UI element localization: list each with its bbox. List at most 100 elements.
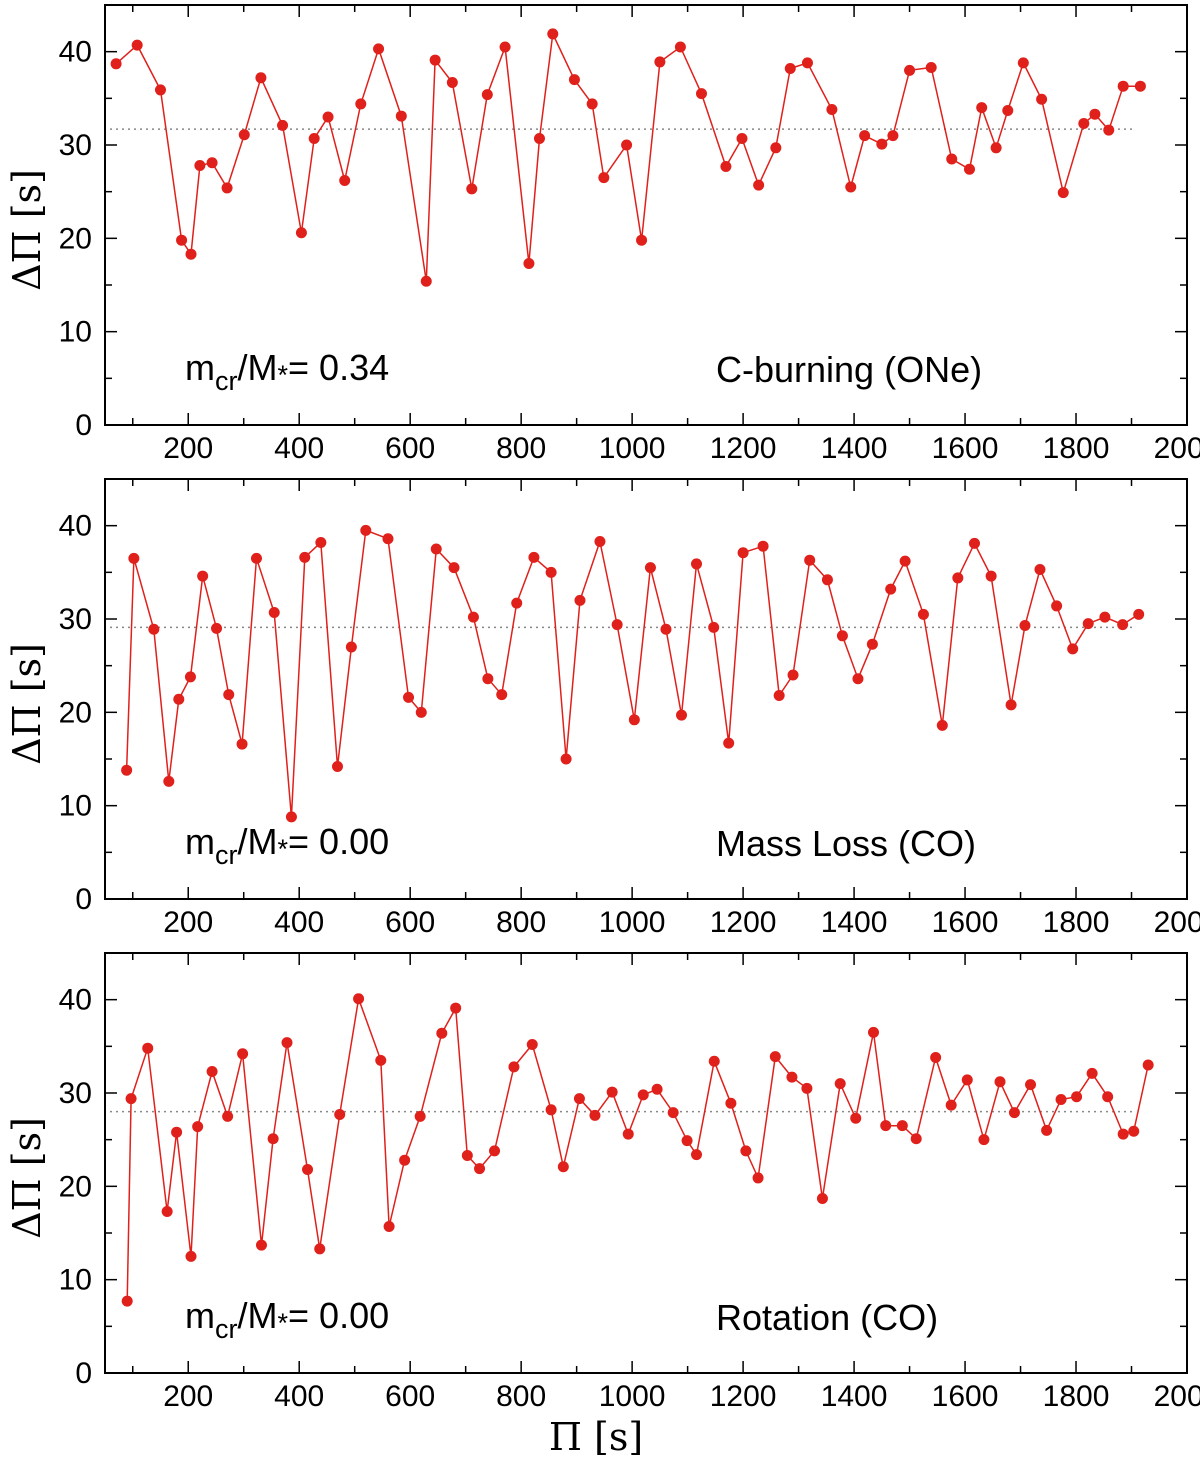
data-point [1099, 611, 1111, 623]
data-point [373, 43, 385, 55]
data-point [637, 1089, 649, 1101]
data-point [654, 56, 666, 68]
data-point [1128, 1125, 1140, 1137]
data-point [547, 28, 559, 40]
data-point [1103, 124, 1115, 136]
data-point [466, 183, 478, 195]
x-tick-label: 1400 [821, 1380, 888, 1413]
data-point [667, 1107, 679, 1119]
data-point [784, 62, 796, 74]
data-point [375, 1054, 387, 1066]
data-point [963, 163, 975, 175]
data-point [757, 540, 769, 552]
x-tick-label: 600 [385, 906, 435, 939]
data-point [430, 543, 442, 555]
data-point [628, 714, 640, 726]
x-tick-label: 800 [496, 906, 546, 939]
y-tick-label: 0 [75, 409, 92, 442]
data-point [568, 74, 580, 86]
data-point [1034, 564, 1046, 576]
data-point [1089, 108, 1101, 120]
data-point [976, 102, 988, 114]
data-point [339, 174, 351, 186]
data-point [222, 1110, 234, 1122]
data-point [173, 693, 185, 705]
data-point [192, 1121, 204, 1133]
data-point [295, 227, 307, 239]
data-point [1067, 643, 1079, 655]
x-tick-label: 1600 [932, 1380, 999, 1413]
x-tick-label: 1400 [821, 906, 888, 939]
data-point [681, 1135, 693, 1147]
data-point [887, 130, 899, 142]
data-point [1117, 80, 1129, 92]
data-point [866, 638, 878, 650]
data-point [250, 552, 262, 564]
data-point [636, 234, 648, 246]
data-point [773, 690, 785, 702]
data-point [1025, 1079, 1037, 1091]
data-point [644, 562, 656, 574]
data-point [676, 709, 688, 721]
y-tick-label: 0 [75, 883, 92, 916]
data-point [121, 1295, 133, 1307]
y-tick-label: 30 [59, 603, 92, 636]
plot-frame [104, 4, 1188, 426]
data-point [315, 536, 327, 548]
data-point [489, 1145, 501, 1157]
data-point [255, 1239, 267, 1251]
data-point [968, 537, 980, 549]
data-point [1142, 1059, 1154, 1071]
data-point [816, 1192, 828, 1204]
data-point [695, 88, 707, 100]
data-point [142, 1042, 154, 1054]
data-point [769, 1051, 781, 1063]
data-point [737, 547, 749, 559]
data-point [589, 1109, 601, 1121]
x-tick-label: 1400 [821, 432, 888, 465]
data-point [1051, 600, 1063, 612]
data-point [481, 89, 493, 101]
y-tick-label: 0 [75, 1357, 92, 1390]
data-point [859, 130, 871, 142]
data-point [446, 76, 458, 88]
data-point [268, 606, 280, 618]
x-tick-label: 1200 [710, 1380, 777, 1413]
x-tick-label: 200 [163, 906, 213, 939]
data-point [353, 993, 365, 1005]
data-point [1117, 619, 1129, 631]
data-point [206, 157, 218, 169]
data-point [787, 669, 799, 681]
mass-fraction-annotation: mcr/M*= 0.00 [185, 821, 389, 870]
data-point [990, 142, 1002, 154]
data-point [415, 706, 427, 718]
data-point [1133, 608, 1145, 620]
data-point [176, 234, 188, 246]
data-point [1082, 618, 1094, 630]
series-line [115, 31, 1141, 282]
data-point [740, 1145, 752, 1157]
data-point [557, 1161, 569, 1173]
plot-frame [104, 952, 1188, 1374]
data-point [917, 608, 929, 620]
data-point [163, 775, 175, 787]
data-point [560, 753, 572, 765]
data-point [1017, 57, 1029, 69]
data-point [1055, 1094, 1067, 1106]
data-point [302, 1164, 314, 1176]
data-point [690, 558, 702, 570]
data-point [511, 597, 523, 609]
y-tick-label: 30 [59, 129, 92, 162]
data-point [461, 1150, 473, 1162]
data-point [770, 142, 782, 154]
data-point [267, 1133, 279, 1145]
data-point [545, 1104, 557, 1116]
data-point [331, 760, 343, 772]
y-tick-label: 30 [59, 1077, 92, 1110]
data-point [450, 1002, 462, 1014]
data-point [545, 566, 557, 578]
data-point [821, 574, 833, 586]
data-point [985, 570, 997, 582]
